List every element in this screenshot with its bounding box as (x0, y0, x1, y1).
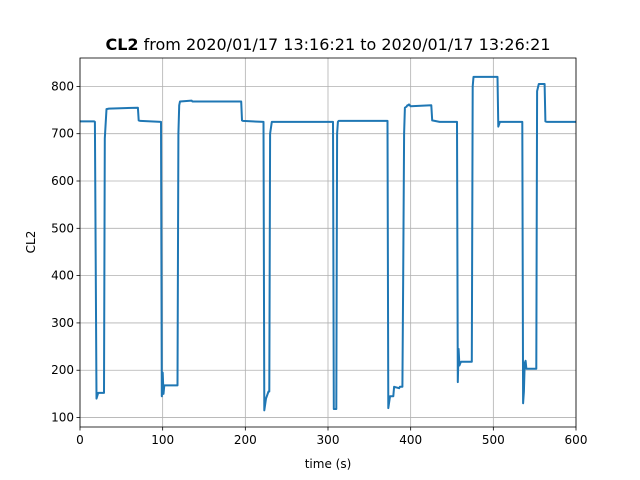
y-tick-label: 800 (51, 79, 74, 93)
grid-lines (79, 58, 577, 427)
y-tick-label: 700 (51, 127, 74, 141)
x-tick-label: 500 (482, 433, 505, 447)
y-axis-label: CL2 (24, 231, 38, 254)
x-tick-label: 100 (151, 433, 174, 447)
axis-ticks: 0 100 200 300 400 500 600100200300400500600700… (51, 79, 587, 447)
chart-title: CL2 from 2020/01/17 13:16:21 to 2020/01/… (105, 35, 550, 54)
series-line (80, 75, 576, 412)
chart-title-bold: CL2 (105, 35, 138, 54)
x-axis-label: time (s) (305, 457, 352, 471)
x-tick-label: 0 (76, 433, 84, 447)
y-tick-label: 200 (51, 363, 74, 377)
x-tick-label: 300 (317, 433, 340, 447)
x-tick-label: 600 (565, 433, 588, 447)
y-tick-label: 300 (51, 316, 74, 330)
y-tick-label: 400 (51, 269, 74, 283)
x-tick-label: 200 (234, 433, 257, 447)
y-tick-label: 600 (51, 174, 74, 188)
y-tick-label: 100 (51, 411, 74, 425)
plot-area (80, 75, 576, 412)
y-tick-label: 500 (51, 221, 74, 235)
chart-title-rest: from 2020/01/17 13:16:21 to 2020/01/17 1… (139, 35, 551, 54)
x-tick-label: 400 (399, 433, 422, 447)
